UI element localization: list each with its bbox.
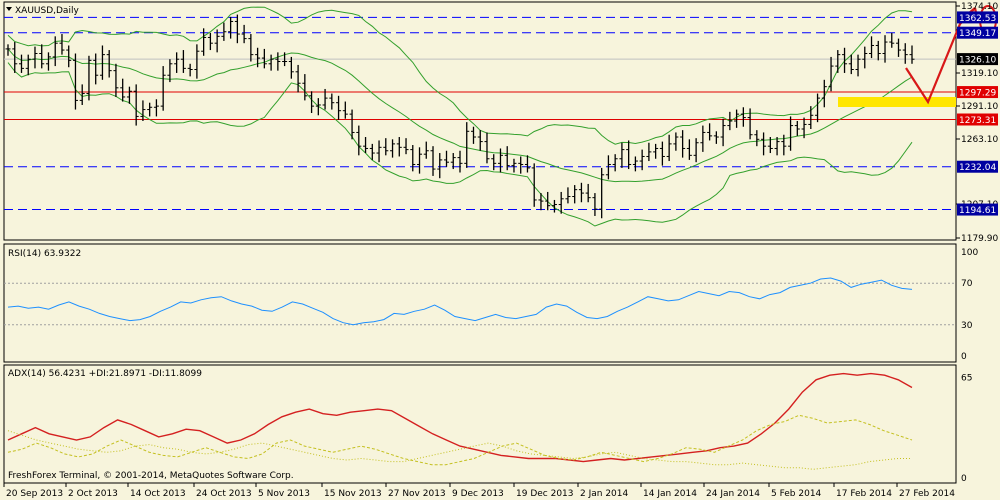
rsi-title: RSI(14) 63.9322 bbox=[8, 249, 81, 259]
bollinger-upper-line bbox=[7, 6, 913, 145]
price-level-label: 1297.29 bbox=[959, 89, 996, 99]
time-axis-label: 2 Oct 2013 bbox=[68, 489, 118, 499]
bollinger-middle-line bbox=[7, 48, 913, 183]
price-level-label: 1362.53 bbox=[959, 14, 996, 24]
collapse-arrow-icon[interactable] bbox=[6, 7, 12, 11]
price-level-labels: 1362.53 1349.17 1326.10 1297.29 1273.31 1232.… bbox=[957, 11, 998, 216]
time-axis-label: 27 Nov 2013 bbox=[388, 489, 446, 499]
time-axis-label: 17 Feb 2014 bbox=[836, 489, 892, 499]
time-axis-label: 15 Nov 2013 bbox=[324, 489, 382, 499]
price-level-box bbox=[957, 86, 998, 99]
adx-series-di bbox=[7, 414, 913, 466]
price-axis-label: 1291.10 bbox=[961, 102, 998, 112]
rsi-level-lines bbox=[4, 282, 956, 326]
rsi-axis-label: 30 bbox=[961, 321, 973, 331]
footer-copyright: FreshForex Terminal, © 2001-2014, MetaQu… bbox=[8, 471, 294, 481]
bollinger-bands bbox=[7, 6, 913, 227]
time-axis-label: 19 Dec 2013 bbox=[516, 489, 574, 499]
time-axis-label: 14 Jan 2014 bbox=[643, 489, 697, 499]
time-axis-label: 24 Oct 2013 bbox=[196, 489, 252, 499]
rsi-line bbox=[7, 277, 913, 326]
highlight-zone bbox=[838, 97, 956, 107]
rsi-panel: RSI(14) 63.9322 bbox=[3, 243, 957, 363]
time-axis-label: 2 Jan 2014 bbox=[580, 489, 628, 499]
time-axis-label: 5 Nov 2013 bbox=[258, 489, 310, 499]
price-panel: XAUUSD,Daily bbox=[3, 1, 997, 241]
rsi-axis-label: 70 bbox=[961, 279, 973, 289]
time-axis: 20 Sep 2013 2 Oct 2013 14 Oct 2013 24 Oct 2… bbox=[3, 483, 955, 499]
time-axis-label: 27 Feb 2014 bbox=[899, 489, 955, 499]
price-level-box bbox=[957, 11, 998, 24]
price-level-label: 1326.10 bbox=[959, 56, 996, 66]
adx-panel: ADX(14) 56.4231 +DI:21.8971 -DI:11.8099 … bbox=[3, 364, 957, 484]
time-axis-label: 20 Sep 2013 bbox=[6, 489, 63, 499]
adx-lines bbox=[7, 372, 913, 470]
price-axis-label: 1263.10 bbox=[961, 135, 998, 145]
price-level-box bbox=[957, 160, 998, 173]
time-axis-label: 9 Dec 2013 bbox=[452, 489, 504, 499]
bollinger-lower-line bbox=[7, 62, 913, 227]
price-level-box bbox=[957, 203, 998, 216]
price-level-box bbox=[957, 26, 998, 39]
adx-title: ADX(14) 56.4231 +DI:21.8971 -DI:11.8099 bbox=[8, 369, 202, 379]
price-axis-label: 1179.90 bbox=[961, 234, 998, 244]
rsi-axis-label: 100 bbox=[961, 248, 978, 258]
time-axis-label: 14 Oct 2013 bbox=[130, 489, 186, 499]
price-axis-label: 1374.10 bbox=[961, 2, 998, 12]
price-level-label: 1273.31 bbox=[959, 116, 996, 126]
adx-series-adx bbox=[7, 372, 913, 463]
time-axis-label: 5 Feb 2014 bbox=[771, 489, 822, 499]
price-level-box bbox=[957, 113, 998, 126]
price-axis-label: 1319.10 bbox=[961, 69, 998, 79]
price-level-box bbox=[957, 53, 998, 66]
adx-axis: 65 0 bbox=[961, 374, 972, 484]
price-level-label: 1194.61 bbox=[959, 206, 996, 216]
rsi-axis: 100 70 30 0 bbox=[961, 248, 978, 362]
price-chart-title: XAUUSD,Daily bbox=[15, 6, 79, 16]
time-axis-label: 24 Jan 2014 bbox=[706, 489, 760, 499]
adx-axis-label: 65 bbox=[961, 374, 972, 384]
rsi-axis-label: 0 bbox=[961, 352, 967, 362]
adx-axis-label: 0 bbox=[961, 474, 967, 484]
rsi-series-line bbox=[7, 277, 913, 326]
price-level-label: 1232.04 bbox=[959, 163, 996, 173]
price-candles bbox=[5, 14, 915, 219]
price-level-label: 1349.17 bbox=[959, 29, 996, 39]
